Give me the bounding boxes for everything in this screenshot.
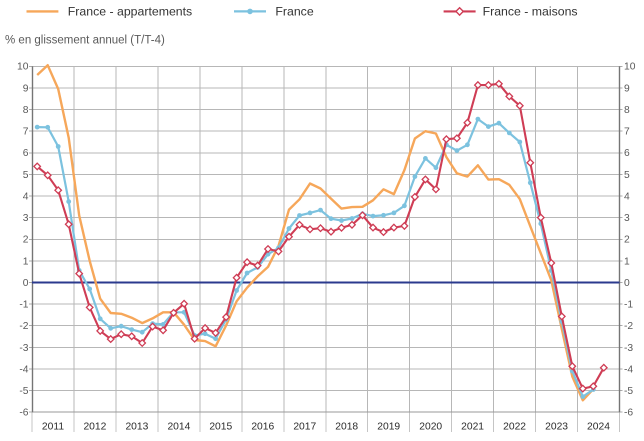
svg-text:-4: -4 bbox=[19, 364, 28, 375]
svg-text:2012: 2012 bbox=[83, 422, 106, 433]
svg-text:10: 10 bbox=[624, 62, 636, 73]
svg-text:France: France bbox=[275, 4, 313, 18]
svg-text:2016: 2016 bbox=[251, 422, 274, 433]
svg-text:3: 3 bbox=[624, 213, 630, 224]
svg-text:6: 6 bbox=[23, 148, 29, 159]
svg-text:% en glissement annuel (T/T-4): % en glissement annuel (T/T-4) bbox=[5, 34, 165, 46]
svg-text:6: 6 bbox=[624, 148, 630, 159]
svg-text:France - maisons: France - maisons bbox=[483, 4, 578, 18]
svg-text:-3: -3 bbox=[624, 343, 633, 354]
svg-text:8: 8 bbox=[624, 105, 630, 116]
svg-text:0: 0 bbox=[23, 278, 29, 289]
svg-text:9: 9 bbox=[23, 83, 29, 94]
svg-text:-6: -6 bbox=[624, 408, 633, 419]
svg-text:0: 0 bbox=[624, 278, 630, 289]
svg-text:2023: 2023 bbox=[545, 422, 568, 433]
svg-text:2014: 2014 bbox=[167, 422, 190, 433]
svg-text:2013: 2013 bbox=[125, 422, 148, 433]
svg-text:2: 2 bbox=[23, 235, 29, 246]
svg-text:2015: 2015 bbox=[209, 422, 232, 433]
svg-text:-2: -2 bbox=[624, 321, 633, 332]
svg-text:9: 9 bbox=[624, 83, 630, 94]
svg-text:France - appartements: France - appartements bbox=[68, 4, 192, 18]
svg-text:2024: 2024 bbox=[587, 422, 610, 433]
svg-text:8: 8 bbox=[23, 105, 29, 116]
svg-text:10: 10 bbox=[17, 62, 29, 73]
svg-text:4: 4 bbox=[624, 191, 630, 202]
svg-text:2020: 2020 bbox=[419, 422, 442, 433]
svg-text:-5: -5 bbox=[624, 386, 633, 397]
svg-text:4: 4 bbox=[23, 191, 29, 202]
svg-text:3: 3 bbox=[23, 213, 29, 224]
svg-text:5: 5 bbox=[23, 170, 29, 181]
svg-text:2018: 2018 bbox=[335, 422, 358, 433]
svg-text:-3: -3 bbox=[19, 343, 28, 354]
svg-text:1: 1 bbox=[23, 256, 29, 267]
svg-text:2021: 2021 bbox=[461, 422, 484, 433]
svg-text:-4: -4 bbox=[624, 364, 633, 375]
svg-text:2017: 2017 bbox=[293, 422, 316, 433]
svg-text:-1: -1 bbox=[19, 300, 28, 311]
svg-text:-5: -5 bbox=[19, 386, 28, 397]
svg-text:2022: 2022 bbox=[503, 422, 526, 433]
svg-text:2011: 2011 bbox=[42, 422, 64, 433]
svg-text:2: 2 bbox=[624, 235, 630, 246]
svg-text:-6: -6 bbox=[19, 408, 28, 419]
svg-text:7: 7 bbox=[624, 127, 630, 138]
svg-text:7: 7 bbox=[23, 127, 29, 138]
svg-text:1: 1 bbox=[624, 256, 630, 267]
svg-text:5: 5 bbox=[624, 170, 630, 181]
svg-text:-1: -1 bbox=[624, 300, 633, 311]
svg-text:2019: 2019 bbox=[377, 422, 400, 433]
svg-text:-2: -2 bbox=[19, 321, 28, 332]
